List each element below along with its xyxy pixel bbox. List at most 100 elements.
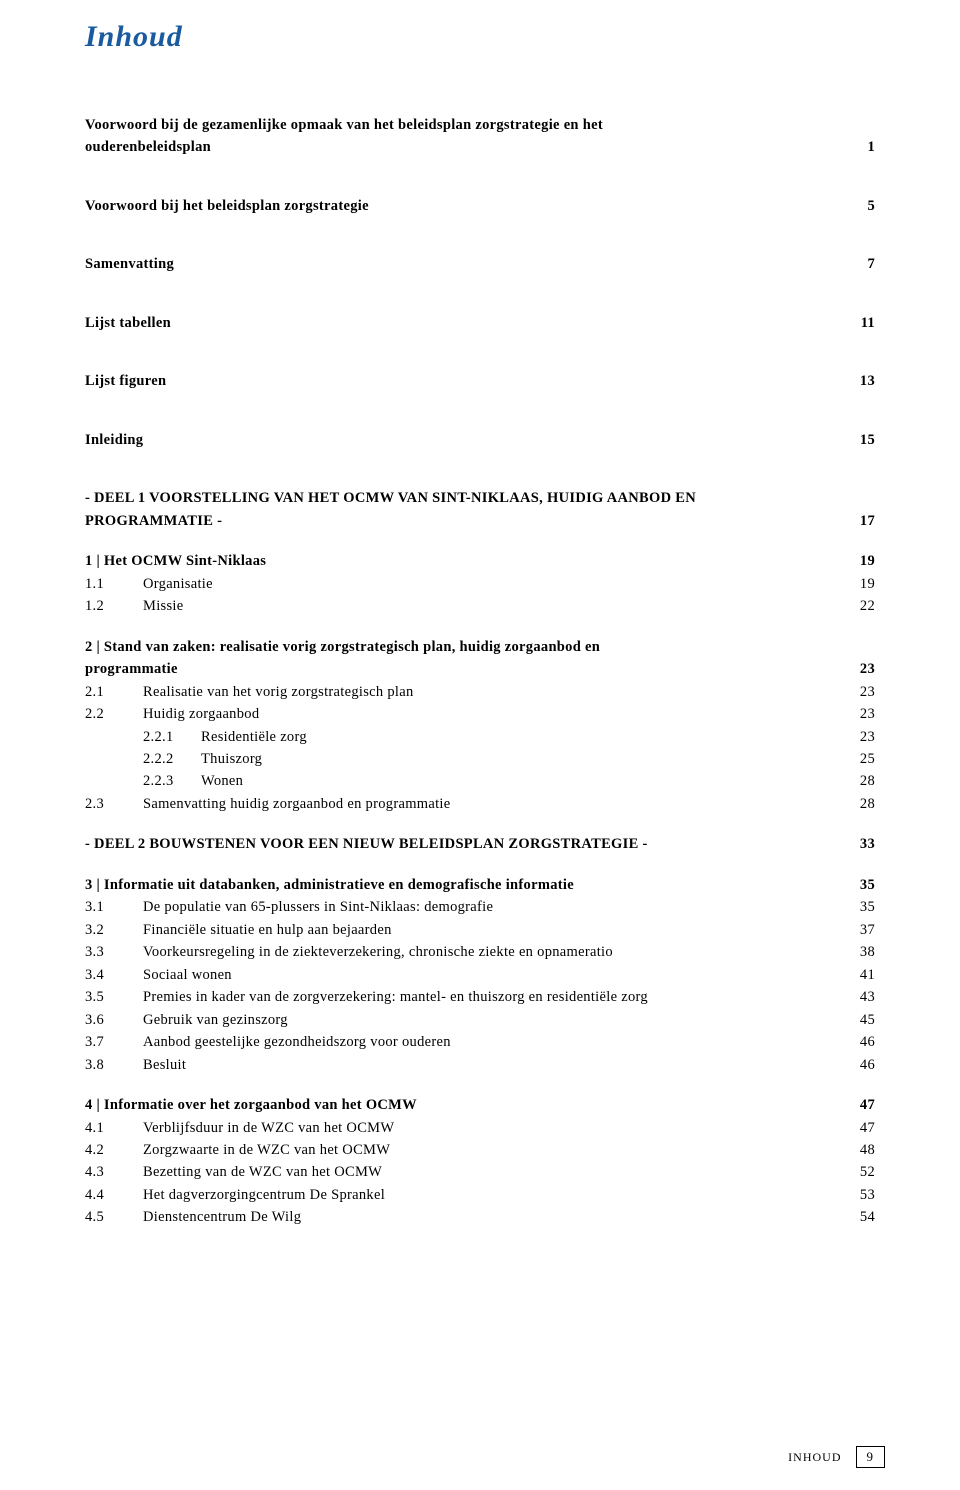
toc-label: 4.4Het dagverzorgingcentrum De Sprankel (85, 1184, 845, 1206)
toc-page-number: 11 (845, 312, 875, 334)
toc-page-number: 53 (845, 1184, 875, 1206)
toc-row: 3.4Sociaal wonen41 (85, 964, 875, 986)
toc-label: - DEEL 2 BOUWSTENEN VOOR EEN NIEUW BELEI… (85, 833, 845, 855)
toc-page-number: 13 (845, 370, 875, 392)
toc-text: Realisatie van het vorig zorgstrategisch… (143, 684, 414, 700)
toc-label: 4.3Bezetting van de WZC van het OCMW (85, 1161, 845, 1183)
toc-page-number: 28 (845, 770, 875, 792)
toc-gap (85, 532, 875, 550)
toc-text: Het dagverzorgingcentrum De Sprankel (143, 1187, 385, 1203)
toc-text: Gebruik van gezinszorg (143, 1012, 288, 1028)
toc-label: 2.2Huidig zorgaanbod (85, 703, 845, 725)
toc-label: 1.1Organisatie (85, 573, 845, 595)
toc-page-number: 1 (845, 136, 875, 158)
toc-page-number: 47 (845, 1117, 875, 1139)
toc-label: 3.8Besluit (85, 1054, 845, 1076)
toc-page-number: 7 (845, 253, 875, 275)
toc-page-number: 46 (845, 1054, 875, 1076)
toc-gap (85, 618, 875, 636)
toc-row: 4.4Het dagverzorgingcentrum De Sprankel5… (85, 1184, 875, 1206)
toc-row: 3.8Besluit46 (85, 1054, 875, 1076)
toc-row: 4.1Verblijfsduur in de WZC van het OCMW4… (85, 1117, 875, 1139)
page-title: Inhoud (85, 20, 875, 54)
toc-number: 1.2 (85, 595, 143, 617)
toc-label: 2.2.3Wonen (85, 770, 845, 792)
toc-label: Voorwoord bij de gezamenlijke opmaak van… (85, 114, 845, 136)
toc-row: 2.2.2Thuiszorg25 (85, 748, 875, 770)
toc-text: Missie (143, 598, 183, 614)
toc-label: programmatie (85, 658, 845, 680)
toc-page-number: 17 (845, 510, 875, 532)
toc-number: 3.5 (85, 986, 143, 1008)
toc-label: Voorwoord bij het beleidsplan zorgstrate… (85, 195, 845, 217)
toc-label: 2.2.2Thuiszorg (85, 748, 845, 770)
toc-page-number: 33 (845, 833, 875, 855)
toc-label: Inleiding (85, 429, 845, 451)
toc-page-number: 45 (845, 1009, 875, 1031)
toc-label: 4 | Informatie over het zorgaanbod van h… (85, 1094, 845, 1116)
toc-page-number: 15 (845, 429, 875, 451)
toc-text: Aanbod geestelijke gezondheidszorg voor … (143, 1034, 451, 1050)
toc-gap (85, 334, 875, 370)
toc-number: 4.3 (85, 1161, 143, 1183)
toc-row: 2.2.1Residentiële zorg23 (85, 726, 875, 748)
toc-row: ouderenbeleidsplan1 (85, 136, 875, 158)
toc-number: 3.8 (85, 1054, 143, 1076)
toc-page-number: 43 (845, 986, 875, 1008)
toc-text: De populatie van 65-plussers in Sint-Nik… (143, 899, 493, 915)
footer-page-box: 9 (856, 1446, 886, 1468)
toc-number: 2.2 (85, 703, 143, 725)
toc-page-number: 46 (845, 1031, 875, 1053)
page: Inhoud Voorwoord bij de gezamenlijke opm… (0, 0, 960, 1490)
toc-number: 3.2 (85, 919, 143, 941)
toc-row: 1.2Missie22 (85, 595, 875, 617)
toc-text: Huidig zorgaanbod (143, 706, 259, 722)
toc-label: ouderenbeleidsplan (85, 136, 845, 158)
toc-row: 1 | Het OCMW Sint-Niklaas19 (85, 550, 875, 572)
toc-number: 3.3 (85, 941, 143, 963)
toc-text: Bezetting van de WZC van het OCMW (143, 1164, 382, 1180)
toc-text: Financiële situatie en hulp aan bejaarde… (143, 922, 392, 938)
toc-number: 3.1 (85, 896, 143, 918)
toc-number: 2.3 (85, 793, 143, 815)
toc-page-number: 23 (845, 658, 875, 680)
toc-number: 3.6 (85, 1009, 143, 1031)
toc-row: PROGRAMMATIE -17 (85, 510, 875, 532)
toc-label: 1 | Het OCMW Sint-Niklaas (85, 550, 845, 572)
toc-row: Samenvatting7 (85, 253, 875, 275)
toc-text: Voorkeursregeling in de ziekteverzekerin… (143, 944, 613, 960)
toc-row: 3.3Voorkeursregeling in de ziekteverzeke… (85, 941, 875, 963)
toc-row: Lijst figuren13 (85, 370, 875, 392)
footer: INHOUD 9 (788, 1446, 885, 1468)
toc-label: 3.7Aanbod geestelijke gezondheidszorg vo… (85, 1031, 845, 1053)
toc-number: 2.2.3 (85, 770, 201, 792)
toc-label: 3.3Voorkeursregeling in de ziekteverzeke… (85, 941, 845, 963)
toc-number: 4.2 (85, 1139, 143, 1161)
toc-page-number: 22 (845, 595, 875, 617)
toc-label: 4.2Zorgzwaarte in de WZC van het OCMW (85, 1139, 845, 1161)
toc-text: Samenvatting huidig zorgaanbod en progra… (143, 796, 450, 812)
toc-row: 3.1De populatie van 65-plussers in Sint-… (85, 896, 875, 918)
toc-page-number: 35 (845, 896, 875, 918)
toc-gap (85, 1076, 875, 1094)
toc-text: Verblijfsduur in de WZC van het OCMW (143, 1120, 394, 1136)
toc-page-number: 52 (845, 1161, 875, 1183)
toc-row: 3 | Informatie uit databanken, administr… (85, 874, 875, 896)
toc-label: 3.5Premies in kader van de zorgverzekeri… (85, 986, 845, 1008)
toc-row: 1.1Organisatie19 (85, 573, 875, 595)
toc-gap (85, 393, 875, 429)
toc-label: Lijst tabellen (85, 312, 845, 334)
toc-row: - DEEL 1 VOORSTELLING VAN HET OCMW VAN S… (85, 487, 875, 509)
toc-label: 2.3Samenvatting huidig zorgaanbod en pro… (85, 793, 845, 815)
toc-row: 3.5Premies in kader van de zorgverzekeri… (85, 986, 875, 1008)
toc-row: 2.3Samenvatting huidig zorgaanbod en pro… (85, 793, 875, 815)
toc-row: 4.3Bezetting van de WZC van het OCMW52 (85, 1161, 875, 1183)
toc-page-number: 19 (845, 573, 875, 595)
toc-row: Voorwoord bij de gezamenlijke opmaak van… (85, 114, 875, 136)
toc-label: 3.2Financiële situatie en hulp aan bejaa… (85, 919, 845, 941)
toc-label: 2 | Stand van zaken: realisatie vorig zo… (85, 636, 845, 658)
toc-label: 1.2Missie (85, 595, 845, 617)
toc-text: Sociaal wonen (143, 967, 232, 983)
toc-page-number: 28 (845, 793, 875, 815)
footer-label: INHOUD (788, 1450, 841, 1465)
